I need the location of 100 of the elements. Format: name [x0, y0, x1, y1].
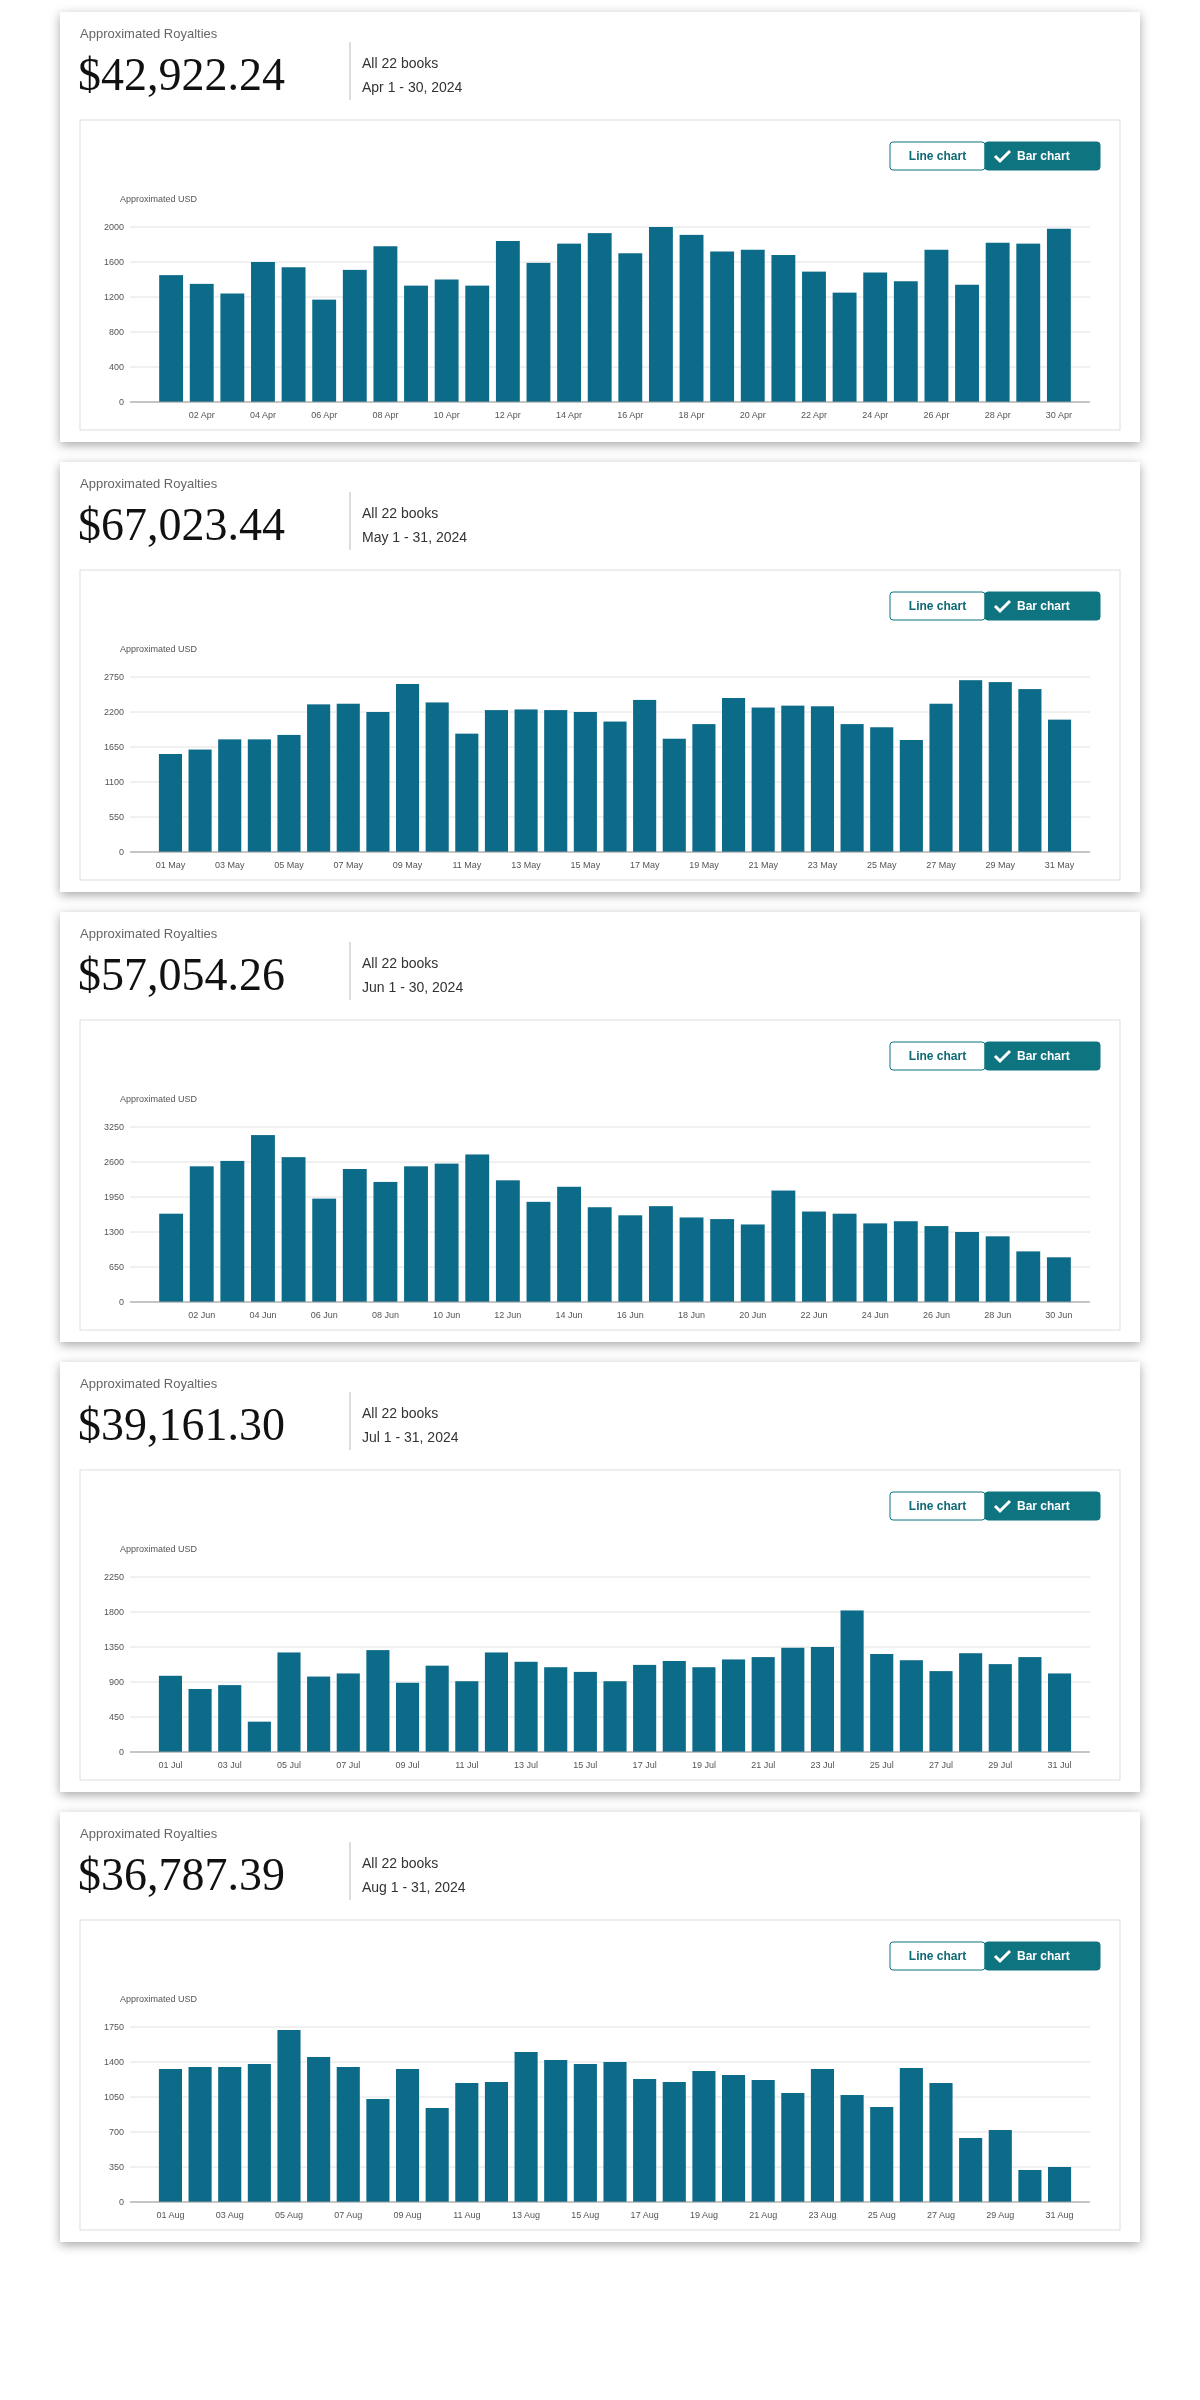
bar: [781, 705, 805, 852]
bar: [840, 2095, 864, 2202]
bar: [810, 2069, 835, 2202]
chart-subtitle: All 22 books: [362, 55, 439, 71]
bar: [679, 234, 704, 402]
bar: [373, 1181, 398, 1302]
x-tick-label: 29 Jul: [988, 1760, 1013, 1771]
bar: [188, 2067, 212, 2202]
bar: [526, 262, 551, 402]
bar: [455, 733, 479, 852]
bar: [1047, 1673, 1072, 1752]
bar: [395, 684, 420, 852]
bar: [751, 1657, 775, 1752]
bar: [342, 1169, 367, 1302]
x-tick-label: 27 Jul: [928, 1760, 954, 1771]
y-tick-label: 1600: [103, 257, 124, 268]
bar: [618, 1215, 643, 1302]
chart-subtitle: All 22 books: [362, 955, 439, 971]
x-tick-label: 01 Aug: [156, 2210, 185, 2221]
bar: [603, 721, 627, 852]
bar: [1016, 1251, 1041, 1302]
x-tick-label: 13 Aug: [512, 2210, 541, 2221]
text: Jul 1 - 31, 2024: [362, 1429, 459, 1445]
bar: [425, 1665, 449, 1752]
x-tick-label: 12 Jun: [494, 1310, 522, 1321]
chart-title: $36,787.39: [78, 1849, 285, 1900]
bar: [218, 739, 242, 852]
x-tick-label: 30 Apr: [1045, 410, 1072, 421]
x-tick-label: 20 Apr: [739, 410, 766, 421]
x-tick-label: 02 Jun: [188, 1310, 216, 1321]
bar: [781, 2093, 805, 2202]
y-axis-title: Approximated USD: [120, 1094, 198, 1104]
bar: [277, 2030, 301, 2202]
y-tick-label: 0: [118, 2197, 124, 2208]
toggle-button: Bar chart: [984, 1941, 1101, 1971]
bar: [692, 724, 716, 852]
x-tick-label: 05 May: [274, 860, 305, 871]
bar: [959, 1653, 983, 1752]
chart-subtitle: All 22 books: [362, 1855, 439, 1871]
bar: [404, 1166, 428, 1302]
bar: [1047, 719, 1072, 852]
bar: [557, 1186, 582, 1302]
bar: [188, 1689, 212, 1752]
x-tick-label: 02 Apr: [188, 410, 215, 421]
bar: [863, 1223, 888, 1302]
bar: [955, 1232, 979, 1302]
x-tick-label: 28 Jun: [984, 1310, 1012, 1321]
y-tick-label: 800: [108, 327, 124, 338]
y-tick-label: 3250: [103, 1122, 124, 1133]
y-tick-label: 1950: [103, 1192, 124, 1203]
bar: [573, 2064, 597, 2202]
bar: [899, 740, 923, 852]
y-axis-title: Approximated USD: [120, 1994, 198, 2004]
bar: [514, 1661, 538, 1752]
bar: [1016, 243, 1041, 402]
bar: [771, 1190, 796, 1302]
x-tick-label: 24 Jun: [861, 1310, 889, 1321]
bar: [929, 1671, 953, 1752]
bar: [573, 1671, 597, 1752]
bar: [955, 284, 979, 402]
bar: [220, 293, 245, 402]
bar: [247, 739, 271, 852]
bar: [247, 1721, 271, 1752]
bar: [988, 2130, 1012, 2202]
bar: [870, 2107, 894, 2202]
bar: [158, 754, 183, 852]
bar: [484, 710, 509, 852]
y-tick-label: 1400: [103, 2057, 124, 2068]
bar: [277, 1652, 301, 1752]
bar: [514, 2052, 538, 2202]
x-tick-label: 03 Aug: [215, 2210, 244, 2221]
bar: [434, 1163, 459, 1302]
bar: [832, 1213, 857, 1302]
bar: [587, 1207, 612, 1302]
toggle-button: Bar chart: [984, 1041, 1101, 1071]
bar: [277, 734, 301, 852]
bar: [802, 271, 826, 402]
bar: [1018, 689, 1042, 852]
bar: [988, 682, 1012, 852]
bar: [1018, 2170, 1042, 2202]
bar: [810, 1647, 835, 1752]
x-tick-label: 07 Jul: [336, 1760, 361, 1771]
x-tick-label: 31 May: [1044, 860, 1075, 871]
bar: [1046, 1257, 1071, 1302]
bar: [959, 2138, 983, 2202]
bar: [710, 251, 735, 402]
bar: [307, 704, 331, 852]
bar: [929, 2083, 953, 2202]
bar: [721, 1659, 746, 1752]
y-tick-label: 1750: [103, 2022, 124, 2033]
x-tick-label: 30 Jun: [1045, 1310, 1073, 1321]
bar: [899, 2068, 923, 2202]
bar: [281, 267, 306, 402]
y-tick-label: 450: [108, 1712, 124, 1723]
y-tick-label: 2000: [103, 222, 124, 233]
bar: [985, 1236, 1010, 1302]
bar: [425, 2108, 449, 2202]
bar: [771, 255, 796, 402]
bar: [679, 1217, 704, 1302]
x-tick-label: 09 May: [392, 860, 423, 871]
